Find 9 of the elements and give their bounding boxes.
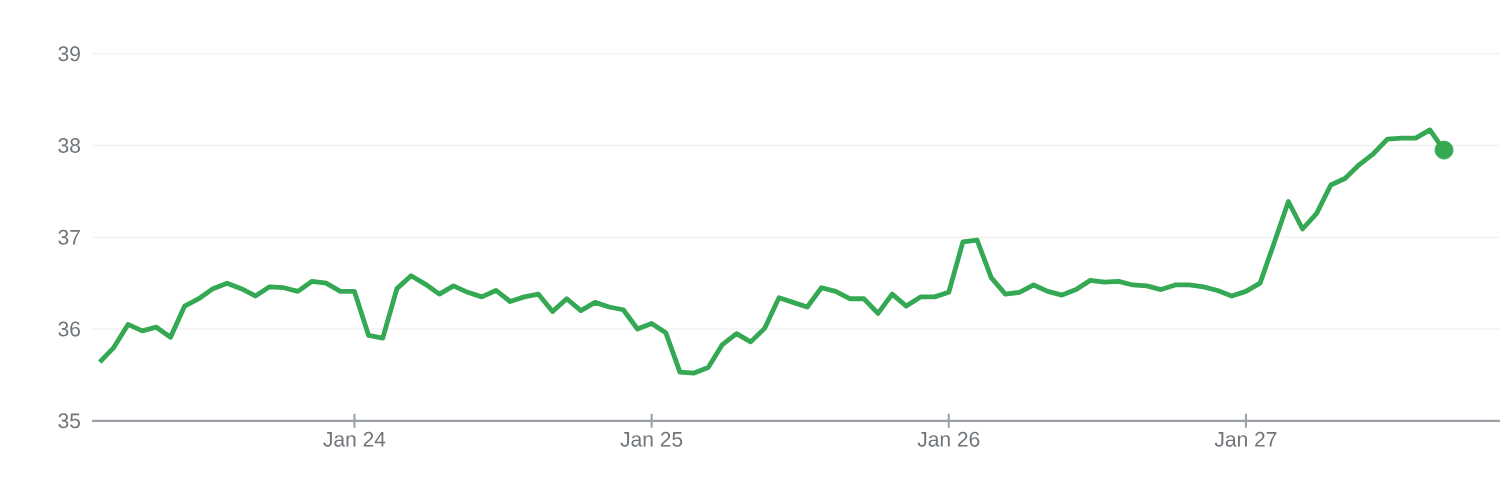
y-tick-label: 36 [58,321,80,337]
x-tick-label: Jan 25 [620,431,683,447]
y-tick-label: 39 [58,46,80,62]
y-tick-label: 35 [58,413,81,429]
x-tick-label: Jan 24 [323,431,386,447]
x-tick-label: Jan 26 [917,431,980,447]
y-tick-label: 37 [58,229,80,245]
y-tick-label: 38 [58,138,80,153]
x-tick-label: Jan 27 [1214,431,1277,447]
